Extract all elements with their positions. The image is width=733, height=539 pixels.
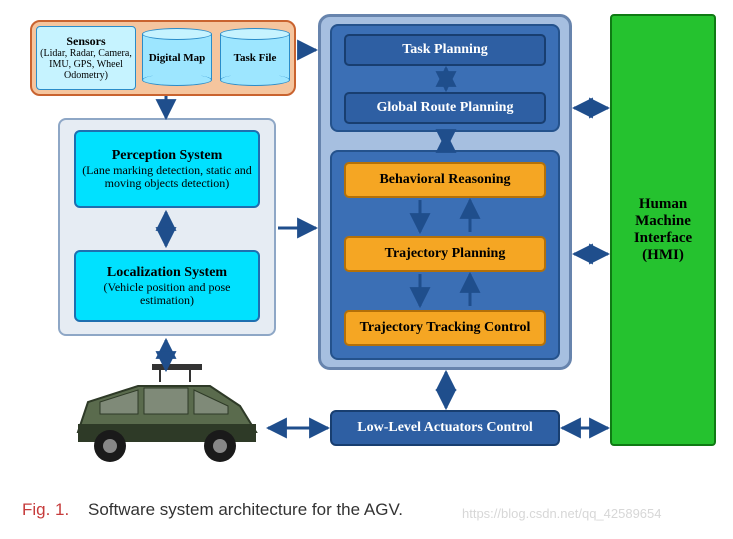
localization-title: Localization System (107, 265, 227, 281)
task-planning-box: Task Planning (344, 34, 546, 66)
sensors-sub: (Lidar, Radar, Camera, IMU, GPS, Wheel O… (39, 48, 133, 81)
traj-tracking-box: Trajectory Tracking Control (344, 310, 546, 346)
hmi-l1: Human Machine (612, 196, 714, 231)
diagram-canvas: Sensors (Lidar, Radar, Camera, IMU, GPS,… (0, 0, 733, 539)
traj-tracking-label: Trajectory Tracking Control (360, 320, 531, 336)
low-level-box: Low-Level Actuators Control (330, 410, 560, 446)
sensors-title: Sensors (66, 35, 105, 49)
sensors-box: Sensors (Lidar, Radar, Camera, IMU, GPS,… (36, 26, 136, 90)
global-route-label: Global Route Planning (377, 100, 514, 116)
localization-sub: (Vehicle position and pose estimation) (80, 281, 254, 307)
hmi-l2: Interface (634, 230, 692, 247)
figure-number: Fig. 1. (22, 500, 69, 519)
task-file-label: Task File (220, 52, 290, 64)
behavioral-box: Behavioral Reasoning (344, 162, 546, 198)
hmi-box: Human Machine Interface (HMI) (610, 14, 716, 446)
hmi-l3: (HMI) (642, 247, 684, 264)
traj-planning-box: Trajectory Planning (344, 236, 546, 272)
digital-map-cylinder: Digital Map (142, 28, 212, 86)
figure-text: Software system architecture for the AGV… (88, 500, 403, 519)
perception-sub: (Lane marking detection, static and movi… (80, 164, 254, 190)
vehicle-icon (60, 360, 270, 470)
task-planning-label: Task Planning (402, 42, 487, 58)
perception-title: Perception System (112, 148, 223, 164)
figure-caption: Fig. 1. Software system architecture for… (22, 500, 403, 520)
low-level-label: Low-Level Actuators Control (357, 420, 533, 436)
behavioral-label: Behavioral Reasoning (379, 172, 510, 188)
digital-map-label: Digital Map (142, 52, 212, 64)
traj-planning-label: Trajectory Planning (385, 246, 506, 262)
perception-box: Perception System (Lane marking detectio… (74, 130, 260, 208)
watermark: https://blog.csdn.net/qq_42589654 (462, 506, 662, 521)
global-route-box: Global Route Planning (344, 92, 546, 124)
task-file-cylinder: Task File (220, 28, 290, 86)
localization-box: Localization System (Vehicle position an… (74, 250, 260, 322)
